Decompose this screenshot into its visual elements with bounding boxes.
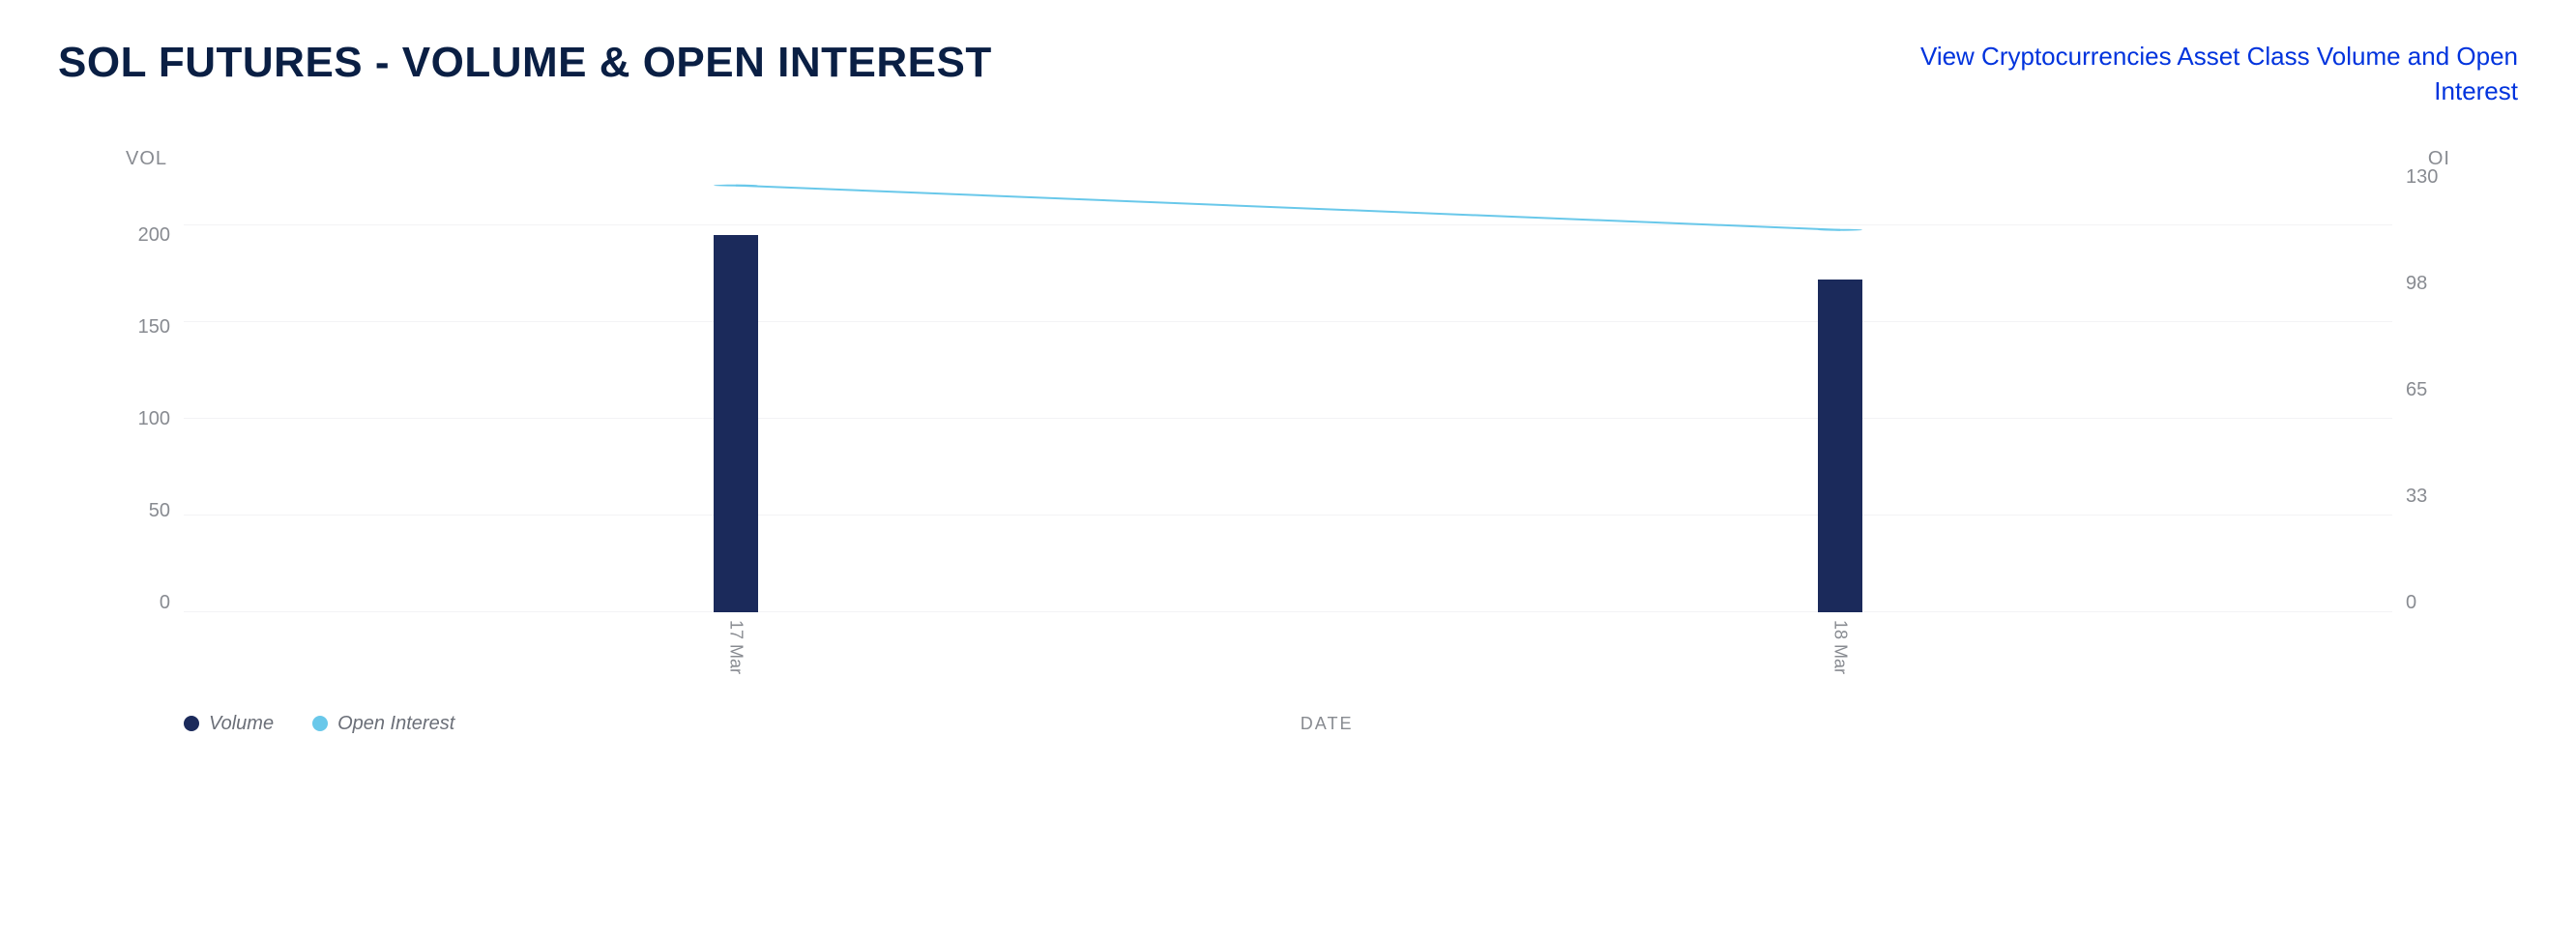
plot-area (184, 167, 2392, 612)
y-left-tick: 200 (138, 225, 170, 245)
chart-title: SOL FUTURES - VOLUME & OPEN INTEREST (58, 39, 992, 87)
volume-swatch (184, 716, 199, 731)
x-axis-title: DATE (454, 714, 2392, 734)
y-left-ticks: 200 150 100 50 0 (126, 167, 184, 612)
y-right-tick: 0 (2406, 593, 2416, 612)
y-left-tick: 100 (138, 409, 170, 428)
y-right-axis-title: OI (2428, 148, 2450, 170)
y-right-ticks: 130 98 65 33 0 (2392, 167, 2450, 612)
y-left-tick: 0 (160, 593, 170, 612)
x-tick: 17 Mar (726, 620, 746, 674)
y-right-tick: 130 (2406, 167, 2438, 187)
legend-label-volume: Volume (209, 713, 274, 735)
legend-label-oi: Open Interest (337, 713, 454, 735)
y-left-axis-title: VOL (126, 148, 167, 170)
y-right-tick: 33 (2406, 487, 2427, 506)
open-interest-line (184, 168, 2392, 613)
y-left-tick: 50 (149, 501, 170, 520)
oi-swatch (312, 716, 328, 731)
volume-oi-chart: VOL OI 200150100500 1309865330 17 Mar18 … (126, 167, 2450, 735)
y-right-tick: 65 (2406, 380, 2427, 399)
view-asset-class-link[interactable]: View Cryptocurrencies Asset Class Volume… (1841, 39, 2518, 109)
y-right-tick: 98 (2406, 274, 2427, 293)
x-tick: 18 Mar (1830, 620, 1851, 674)
legend-item-oi: Open Interest (312, 713, 454, 735)
legend-item-volume: Volume (184, 713, 274, 735)
x-axis-labels: 17 Mar 18 Mar (184, 612, 2392, 674)
legend: Volume Open Interest (184, 713, 454, 735)
y-left-tick: 150 (138, 317, 170, 337)
